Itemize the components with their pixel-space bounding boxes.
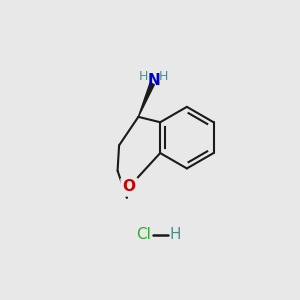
- Text: H: H: [170, 227, 182, 242]
- Text: N: N: [147, 73, 160, 88]
- Text: H: H: [139, 70, 148, 83]
- Text: O: O: [123, 179, 136, 194]
- Text: H: H: [159, 70, 168, 83]
- Polygon shape: [138, 83, 154, 117]
- Text: Cl: Cl: [136, 227, 151, 242]
